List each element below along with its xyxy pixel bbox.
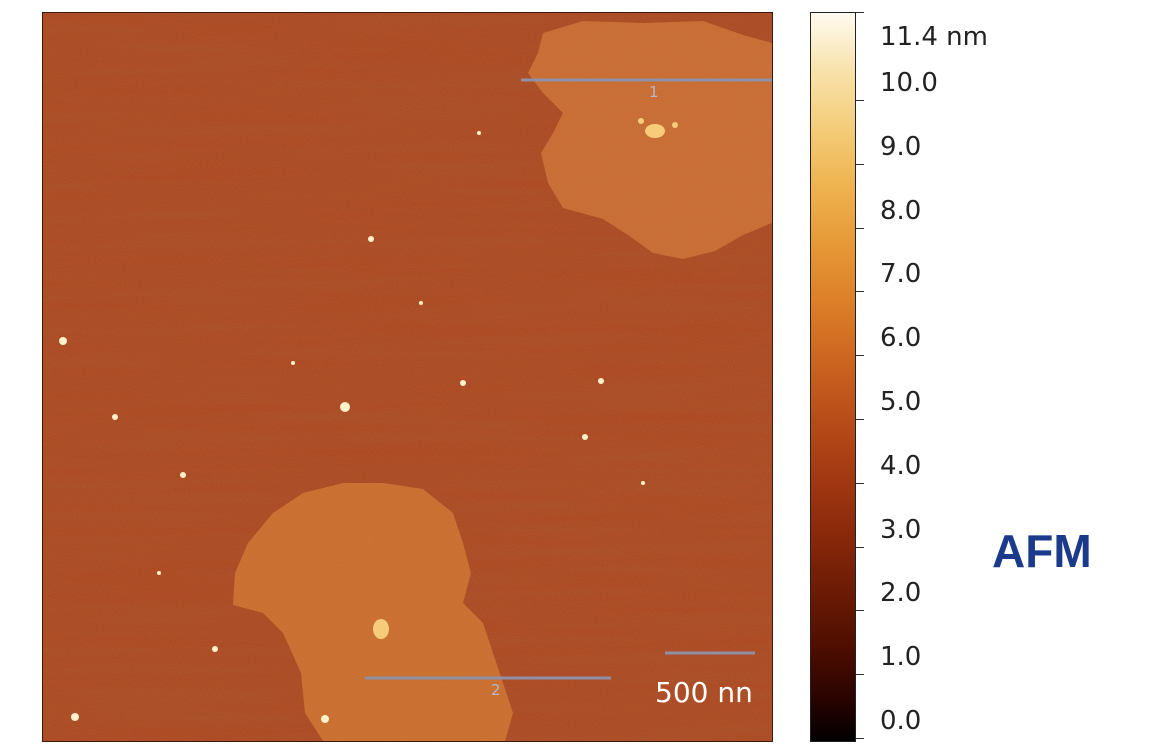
colorbar-tick [856,546,864,548]
colorbar-tick-label: 2.0 [880,578,922,609]
colorbar-tick [856,482,864,484]
colorbar-tick [856,291,864,293]
colorbar-tick [856,419,864,420]
colorbar-tick-label: 6.0 [880,323,922,354]
colorbar-tick-top [856,12,864,13]
surface-grain [43,13,772,741]
afm-surface-svg [43,13,772,741]
colorbar-tick [856,610,864,612]
afm-caption: AFM [992,525,1092,577]
profile-label-2: 2 [491,681,501,699]
particle-cluster [373,118,678,639]
colorbar-tick-label: 0.0 [880,706,922,736]
particles [59,131,645,723]
colorbar-tick-label: 7.0 [880,259,922,290]
afm-height-map: 1 2 [42,12,773,742]
colorbar-tick-label: 9.0 [880,131,922,162]
profile-label-1: 1 [649,83,659,101]
colorbar-tick-label: 10.0 [880,68,938,98]
colorbar-tick-label: 5.0 [880,387,922,417]
scale-bar-label: 500 nn [655,676,753,709]
colorbar-tick [856,355,864,357]
colorbar-tick [856,100,864,101]
colorbar-tick [856,163,864,165]
colorbar-max-label: 11.4 nm [880,22,988,52]
colorbar-tick-label: 4.0 [880,450,922,481]
colorbar-tick-label: 8.0 [880,195,922,226]
colorbar-tick [856,227,864,229]
height-colorbar [810,12,856,742]
colorbar-tick-label: 3.0 [880,514,922,545]
colorbar-tick [856,738,864,739]
colorbar-tick [856,674,864,676]
colorbar-tick-label: 1.0 [880,642,922,673]
